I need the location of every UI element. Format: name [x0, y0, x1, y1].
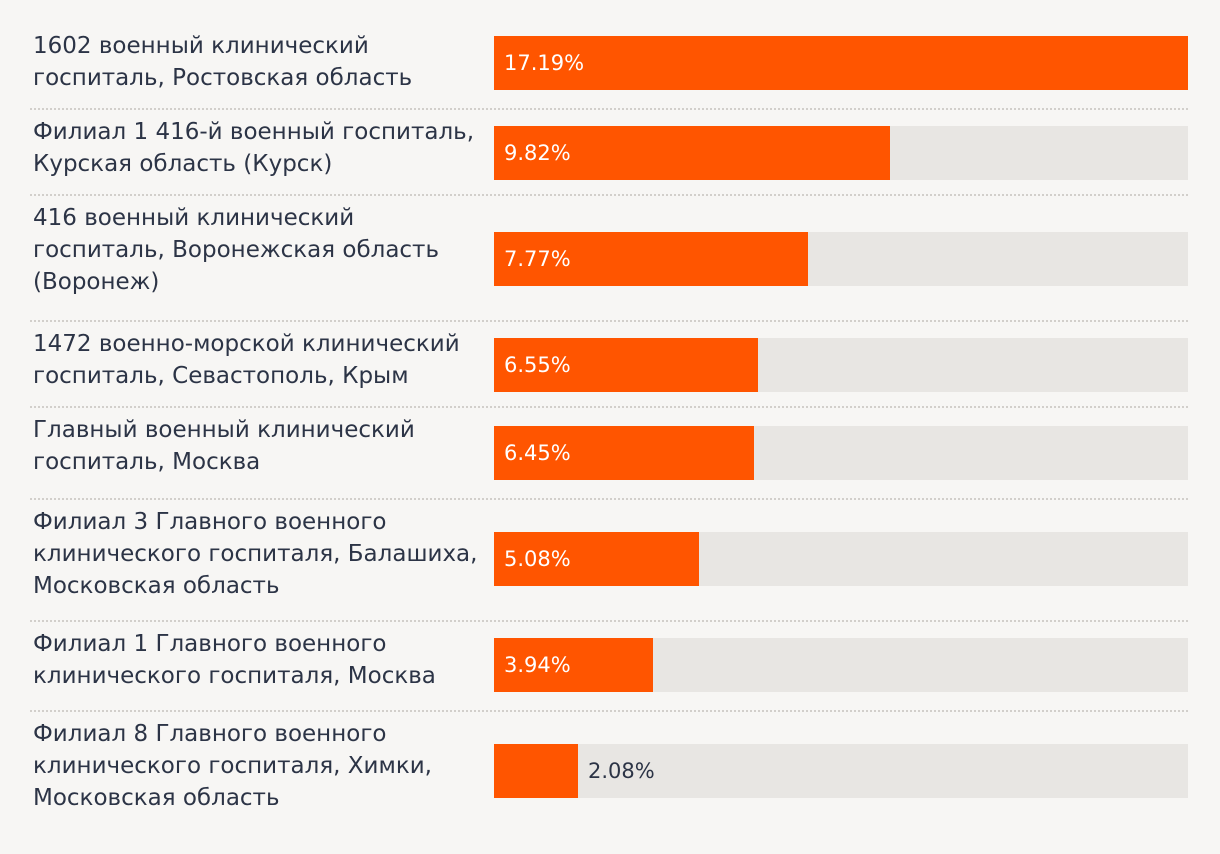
bar: [494, 36, 1188, 90]
row-divider: [30, 620, 1188, 622]
category-label: Филиал 8 Главного военного клинического …: [33, 721, 432, 811]
bar: [494, 744, 578, 798]
row-divider: [30, 194, 1188, 196]
category-label: 1602 военный клинический госпиталь, Рост…: [33, 33, 413, 91]
row-divider: [30, 406, 1188, 408]
value-label: 9.82%: [504, 141, 571, 165]
category-label: Филиал 3 Главного военного клинического …: [33, 509, 478, 599]
value-label: 5.08%: [504, 547, 571, 571]
category-label: Филиал 1 Главного военного клинического …: [33, 631, 436, 689]
bar: [494, 532, 699, 586]
bar: [494, 232, 808, 286]
category-label: Главный военный клинический госпиталь, М…: [33, 417, 415, 475]
row-divider: [30, 108, 1188, 110]
bar-track: 3.94%: [494, 638, 1188, 692]
bar: [494, 426, 754, 480]
value-label: 6.45%: [504, 441, 571, 465]
bar: [494, 338, 758, 392]
value-label: 17.19%: [504, 51, 585, 75]
bar-track: 9.82%: [494, 126, 1188, 180]
row-divider: [30, 710, 1188, 712]
value-label: 3.94%: [504, 653, 571, 677]
bar-track: 17.19%: [494, 36, 1188, 90]
category-label: 416 военный клинический госпиталь, Ворон…: [33, 205, 440, 295]
bar-track: 2.08%: [494, 744, 1188, 798]
category-label: Филиал 1 416-й военный госпиталь, Курска…: [33, 119, 475, 177]
bar-track: 5.08%: [494, 532, 1188, 586]
value-label: 6.55%: [504, 353, 571, 377]
bar-track: 6.45%: [494, 426, 1188, 480]
value-label: 7.77%: [504, 247, 571, 271]
value-label: 2.08%: [588, 759, 655, 783]
bar: [494, 638, 653, 692]
category-label: 1472 военно-морской клинический госпитал…: [33, 331, 460, 389]
row-divider: [30, 498, 1188, 500]
bar-track: 7.77%: [494, 232, 1188, 286]
bar: [494, 126, 890, 180]
bar-track: 6.55%: [494, 338, 1188, 392]
row-divider: [30, 320, 1188, 322]
